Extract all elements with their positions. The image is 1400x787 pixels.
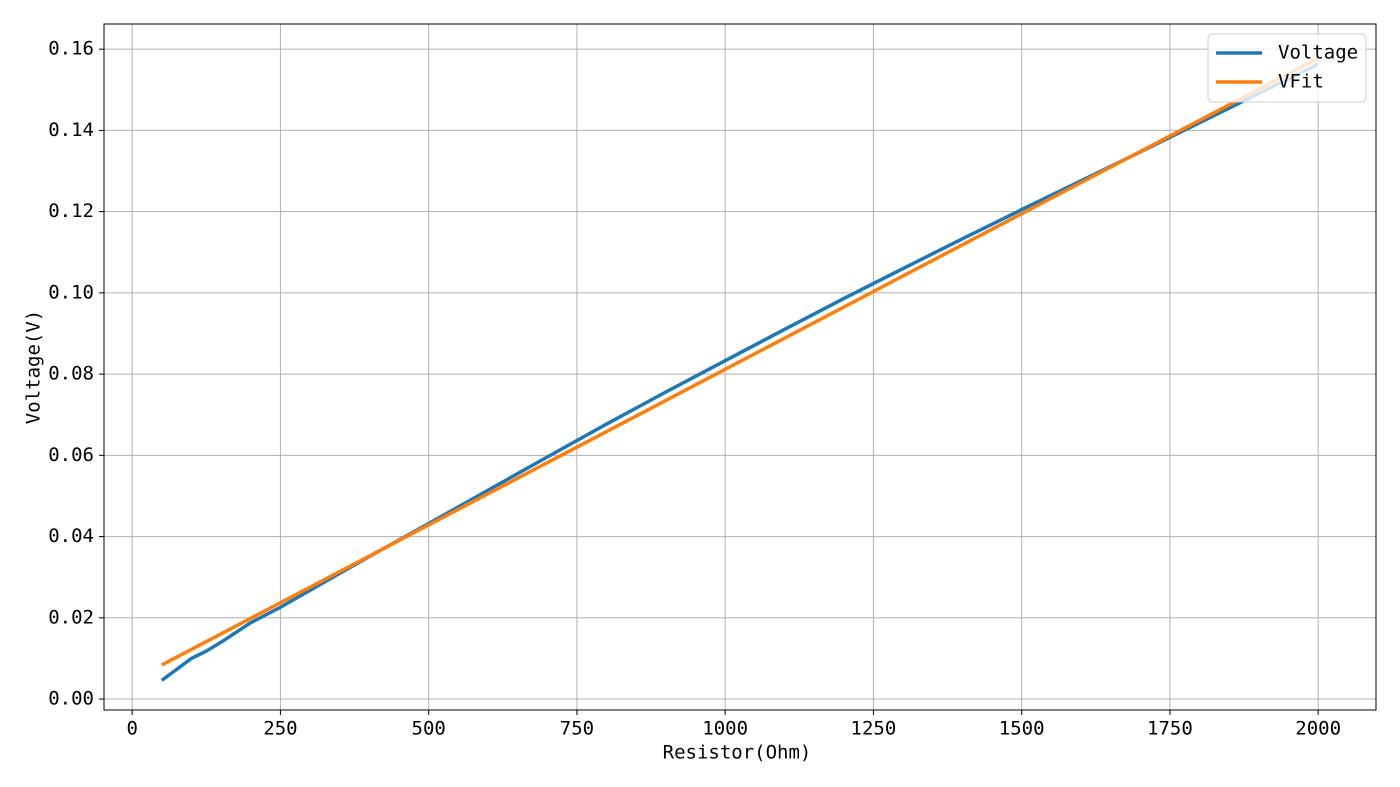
x-tick-label: 2000: [1295, 718, 1341, 740]
y-tick-label: 0.12: [48, 200, 94, 222]
y-tick-label: 0.00: [48, 688, 94, 710]
y-tick-label: 0.04: [48, 525, 94, 547]
y-tick-label: 0.16: [48, 38, 94, 60]
legend-label: Voltage: [1278, 42, 1358, 64]
x-tick-label: 500: [412, 718, 446, 740]
y-tick-label: 0.08: [48, 363, 94, 385]
legend-box: [1207, 33, 1367, 103]
x-tick-label: 1750: [1147, 718, 1193, 740]
y-tick-label: 0.14: [48, 119, 94, 141]
x-tick-label: 0: [126, 718, 137, 740]
data-line: [161, 56, 1319, 667]
legend-label: VFit: [1278, 71, 1324, 93]
y-axis-label: Voltage(V): [23, 310, 45, 424]
x-tick-label: 250: [263, 718, 297, 740]
y-tick-label: 0.10: [48, 281, 94, 303]
x-tick-label: 1500: [999, 718, 1045, 740]
plot-frame: [103, 23, 1377, 711]
data-line: [160, 62, 1319, 682]
x-tick-label: 750: [560, 718, 594, 740]
x-tick-label: 1000: [702, 718, 748, 740]
x-tick-label: 1250: [851, 718, 897, 740]
y-tick-label: 0.06: [48, 444, 94, 466]
x-axis-label: Resistor(Ohm): [663, 742, 812, 764]
y-tick-label: 0.02: [48, 606, 94, 628]
